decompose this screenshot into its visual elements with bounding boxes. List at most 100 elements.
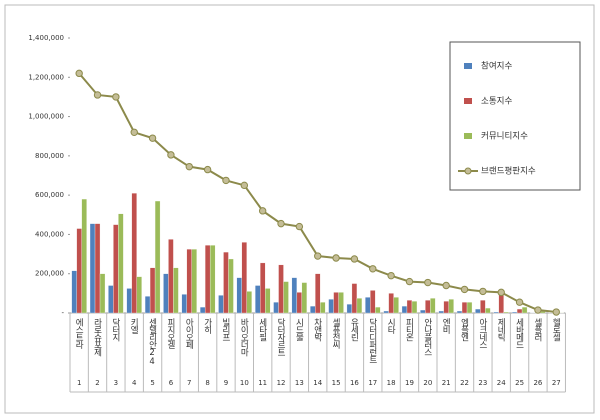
bar	[493, 311, 499, 314]
legend-swatch	[464, 63, 472, 69]
bar	[223, 251, 229, 314]
bar	[338, 292, 344, 314]
y-tick-label: 200,000	[35, 270, 64, 278]
y-tick-label: -	[61, 309, 64, 317]
line-marker	[167, 151, 175, 159]
rank-label: 10	[240, 379, 249, 387]
rank-label: 22	[460, 379, 469, 387]
bar	[328, 299, 334, 314]
x-tick-label: 차앤박	[312, 318, 322, 342]
line-marker	[497, 288, 505, 297]
bar	[356, 298, 363, 314]
x-tick-label: 센텔리안24	[147, 317, 157, 366]
line-marker	[314, 252, 322, 260]
line-marker	[185, 162, 193, 171]
bar	[204, 245, 211, 314]
x-tick-label: 피티온	[404, 318, 414, 341]
y-tick-label: 800,000	[35, 152, 64, 160]
x-tick-label: 닥터디퍼런트	[367, 317, 377, 363]
bar	[186, 249, 192, 314]
line-marker	[240, 181, 249, 190]
rank-label: 9	[224, 379, 228, 387]
line-marker	[277, 219, 285, 228]
bar	[144, 296, 151, 314]
bar	[466, 302, 473, 314]
bar	[406, 300, 413, 314]
rank-label: 13	[295, 379, 304, 387]
bar	[241, 242, 247, 314]
bar	[375, 306, 381, 314]
rank-label: 4	[132, 379, 137, 387]
bar	[411, 301, 418, 314]
x-tick-label: 빌리프	[220, 317, 230, 340]
bar	[108, 285, 114, 314]
bar	[401, 305, 408, 314]
x-tick-label: 바이오더마	[239, 317, 249, 357]
bar	[310, 305, 316, 314]
x-tick-label: 시타	[386, 318, 396, 335]
bar	[503, 311, 509, 314]
x-tick-label: 키엘	[129, 318, 139, 334]
bar	[388, 293, 394, 314]
bar	[291, 277, 298, 314]
rank-label: 7	[187, 379, 191, 387]
bar	[209, 245, 216, 314]
bar	[131, 193, 137, 314]
rank-label: 11	[258, 379, 267, 387]
x-tick-label: 닥터지	[110, 317, 120, 342]
y-tick-label: 1,200,000	[28, 73, 64, 81]
line-marker	[424, 278, 432, 287]
bar	[149, 267, 156, 314]
x-tick-label: 제네틱	[496, 318, 506, 342]
bar	[438, 310, 444, 314]
bar	[516, 308, 523, 314]
rank-label: 6	[169, 379, 174, 387]
rank-label: 19	[405, 379, 414, 387]
bar	[255, 285, 261, 314]
rank-label: 3	[114, 379, 118, 387]
line-marker	[460, 285, 469, 294]
x-tick-label: 헬로셀	[551, 317, 561, 341]
bar	[393, 297, 399, 314]
line-marker	[515, 298, 524, 306]
line-marker	[350, 255, 359, 263]
bar	[498, 294, 504, 314]
line-marker	[203, 165, 212, 174]
x-tick-label: 안나플러스	[422, 317, 432, 355]
line-marker	[75, 69, 83, 78]
line-marker	[93, 91, 102, 99]
bar	[236, 277, 242, 314]
bar	[430, 298, 436, 314]
legend-marker	[464, 167, 472, 175]
line-marker	[387, 271, 395, 280]
bar	[118, 213, 124, 314]
line-marker	[534, 306, 542, 314]
bar	[81, 198, 87, 314]
bar	[315, 273, 321, 314]
x-tick-label: 닥터자르트	[276, 317, 286, 355]
bar	[71, 270, 77, 314]
legend-label: 참여지수	[481, 61, 512, 72]
rank-label: 5	[150, 379, 154, 387]
bar	[228, 258, 234, 314]
x-tick-label: 가히	[202, 318, 212, 335]
x-tick-label: 엔비	[441, 317, 451, 335]
line-marker	[295, 222, 304, 231]
bar	[521, 306, 528, 314]
bar	[420, 309, 426, 314]
rank-label: 23	[478, 379, 487, 387]
bar	[333, 292, 339, 314]
rank-label: 1	[77, 379, 81, 387]
bar	[475, 308, 481, 314]
y-tick-label: 1,400,000	[28, 34, 64, 42]
rank-label: 20	[423, 379, 432, 387]
x-tick-label: 셀퓨전씨	[331, 317, 341, 349]
bar	[296, 292, 303, 314]
rank-label: 24	[497, 379, 506, 387]
line-marker	[369, 265, 377, 273]
x-tick-label: 셀플러	[532, 317, 542, 342]
bar	[273, 302, 279, 314]
rank-label: 26	[533, 379, 542, 387]
line-marker	[442, 281, 450, 290]
